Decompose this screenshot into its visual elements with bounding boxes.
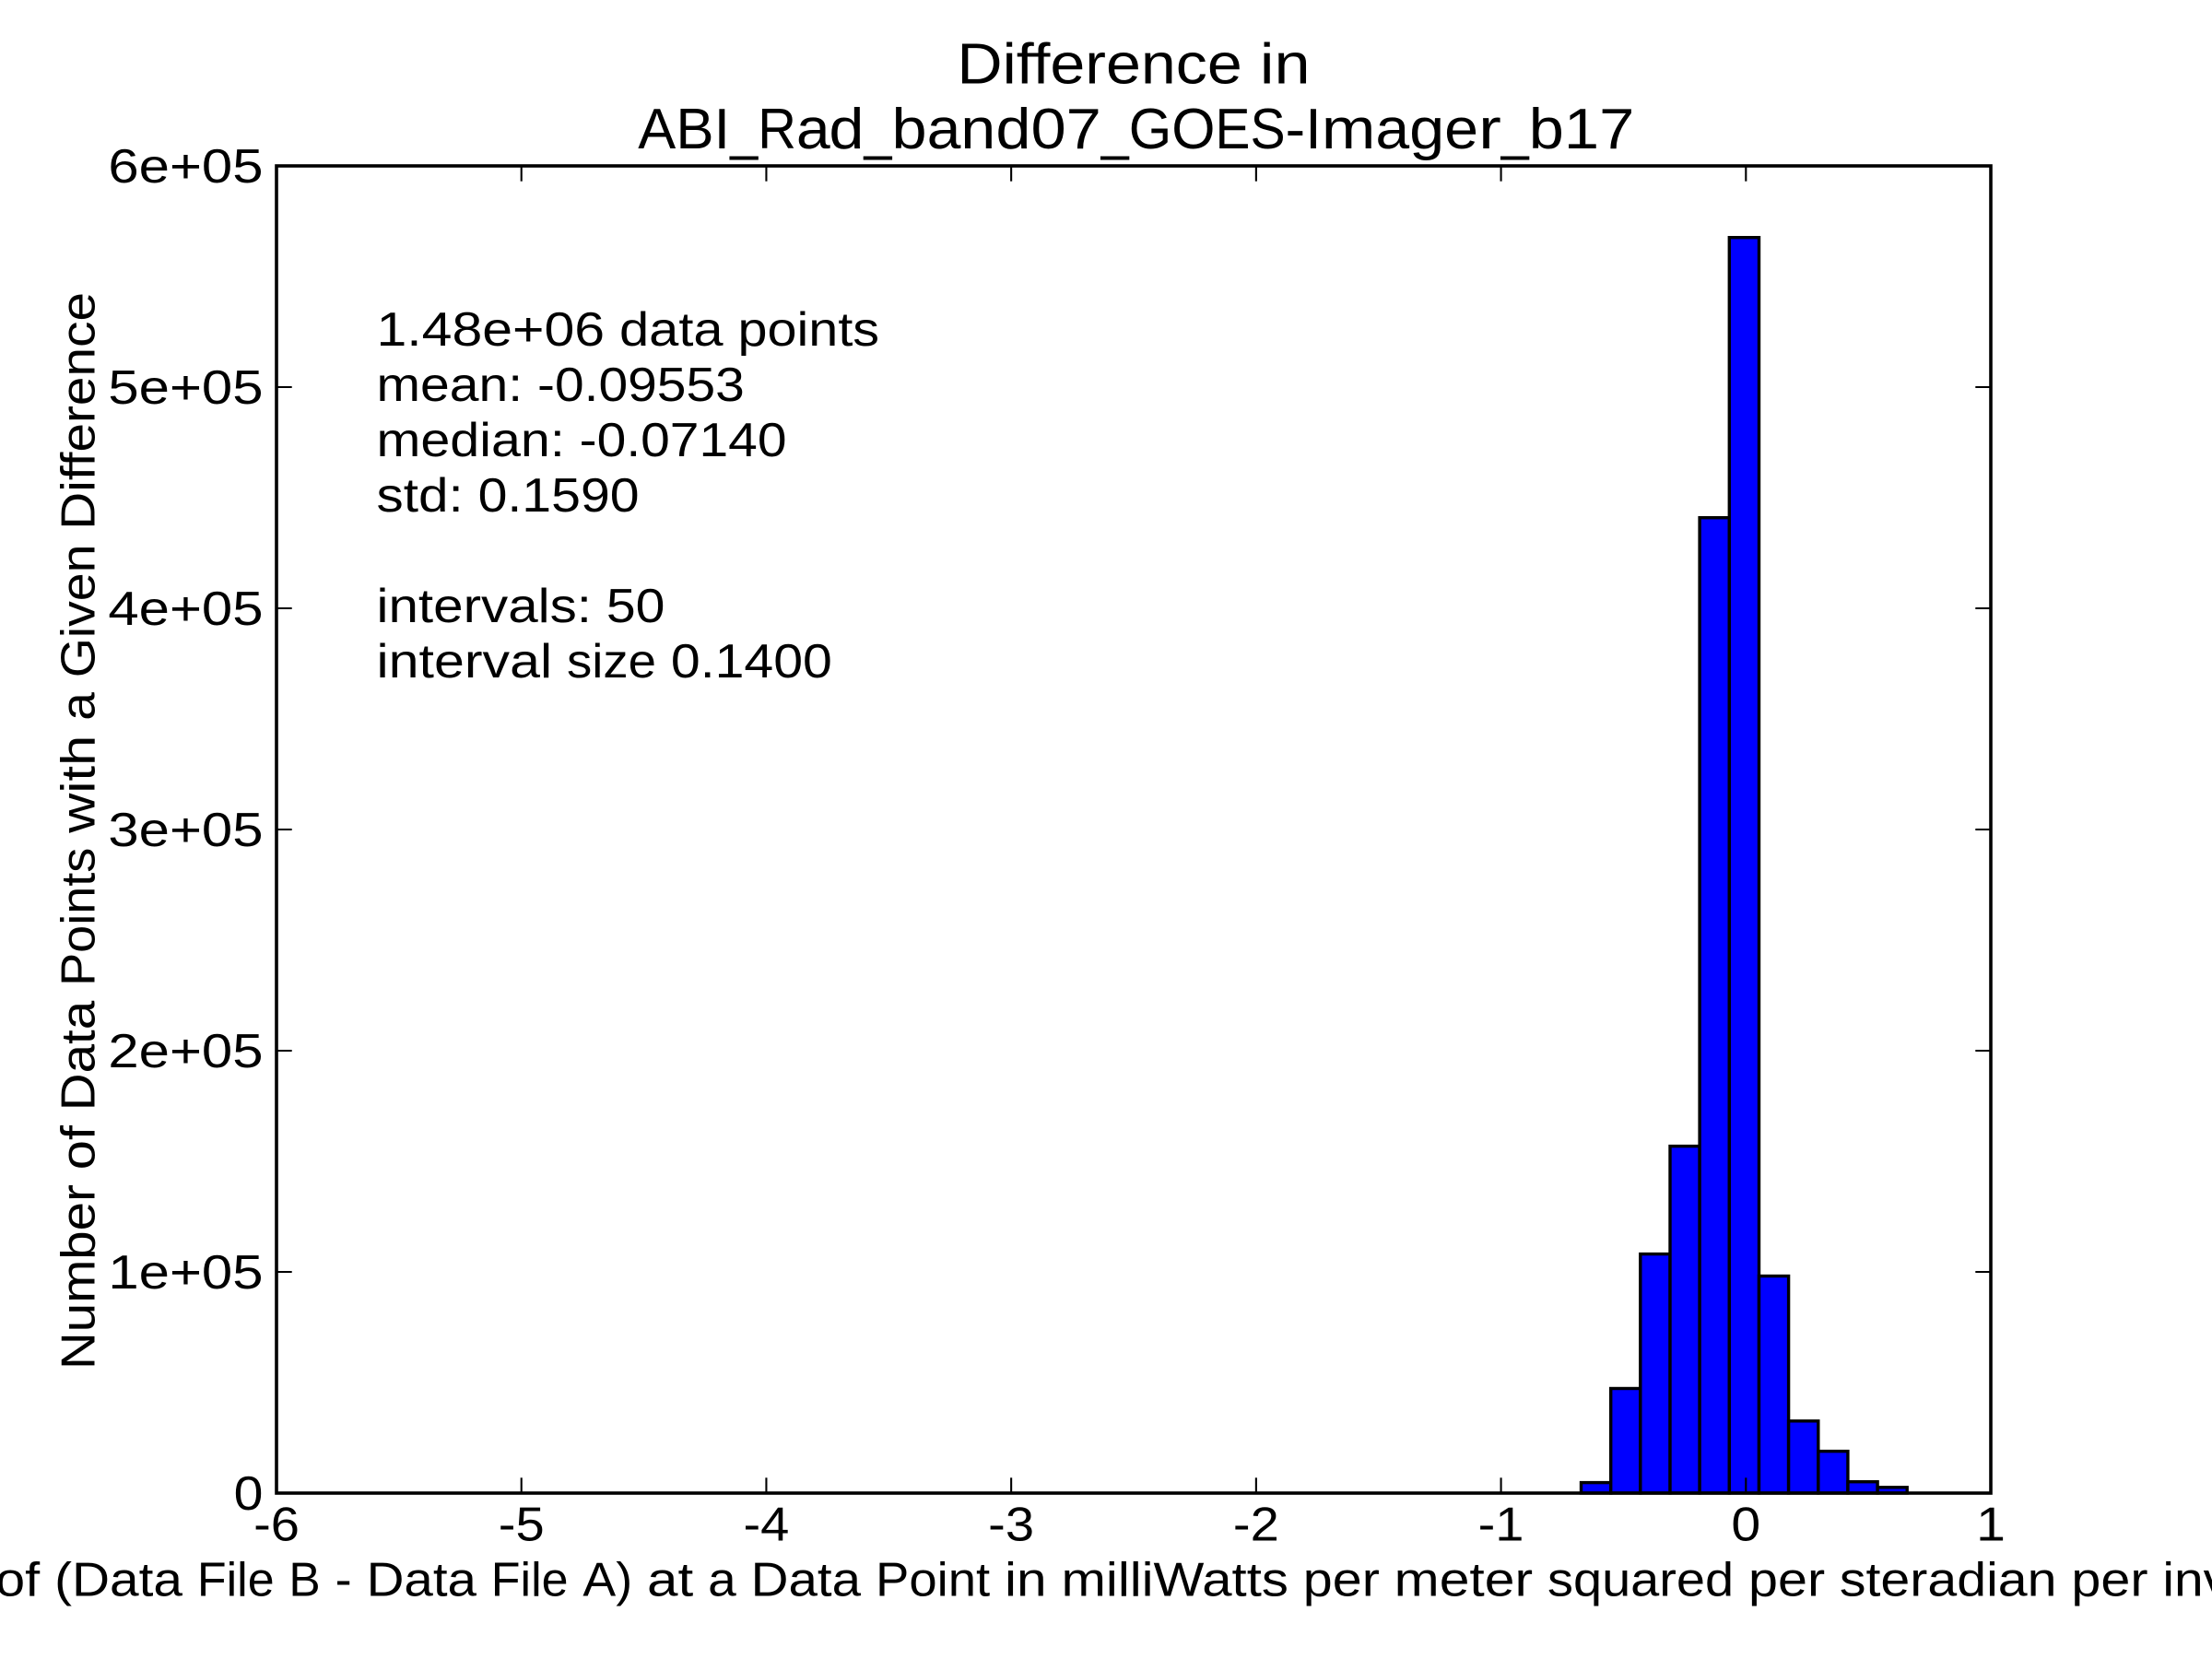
svg-text:squared: squared bbox=[1547, 1553, 1734, 1606]
svg-text:-4: -4 bbox=[744, 1498, 790, 1551]
svg-text:I: I bbox=[714, 97, 731, 161]
svg-text:(Data: (Data bbox=[54, 1553, 182, 1606]
svg-text:0: 0 bbox=[1031, 97, 1066, 161]
svg-text:0.1400: 0.1400 bbox=[671, 634, 832, 688]
svg-text:I: I bbox=[1305, 97, 1322, 161]
svg-text:1: 1 bbox=[1564, 97, 1599, 161]
svg-text:-0.09553: -0.09553 bbox=[537, 358, 745, 411]
svg-text:1e+05: 1e+05 bbox=[108, 1245, 263, 1299]
svg-text:in: in bbox=[1005, 1553, 1047, 1606]
svg-text:a: a bbox=[796, 97, 830, 161]
svg-text:A: A bbox=[638, 97, 676, 161]
svg-text:Given: Given bbox=[51, 545, 104, 678]
svg-text:-: - bbox=[1286, 97, 1306, 161]
svg-text:B: B bbox=[288, 1553, 320, 1606]
svg-text:g: g bbox=[1409, 97, 1444, 161]
svg-text:size: size bbox=[567, 634, 656, 688]
svg-text:r: r bbox=[1478, 97, 1501, 161]
svg-text:-3: -3 bbox=[988, 1498, 1034, 1551]
svg-text:milliWatts: milliWatts bbox=[1062, 1553, 1288, 1606]
svg-text:G: G bbox=[1129, 97, 1172, 161]
svg-text:d: d bbox=[995, 97, 1030, 161]
svg-text:b: b bbox=[1529, 97, 1564, 161]
svg-text:Point: Point bbox=[876, 1553, 990, 1606]
svg-text:meter: meter bbox=[1394, 1553, 1533, 1606]
svg-text:interval: interval bbox=[377, 634, 553, 688]
svg-text:a: a bbox=[708, 1553, 736, 1606]
svg-text:_: _ bbox=[1100, 97, 1130, 161]
svg-text:of: of bbox=[51, 1124, 104, 1170]
svg-text:-0.07140: -0.07140 bbox=[580, 413, 787, 466]
svg-text:3e+05: 3e+05 bbox=[108, 803, 263, 856]
svg-text:_: _ bbox=[1500, 97, 1530, 161]
svg-text:inverse: inverse bbox=[2162, 1553, 2212, 1606]
svg-text:_: _ bbox=[864, 97, 893, 161]
svg-text:per: per bbox=[2071, 1553, 2147, 1606]
svg-text:d: d bbox=[829, 97, 864, 161]
svg-text:at: at bbox=[647, 1553, 693, 1606]
svg-text:median:: median: bbox=[377, 413, 565, 466]
svg-text:mean:: mean: bbox=[377, 358, 524, 411]
svg-text:Data: Data bbox=[51, 1000, 104, 1111]
svg-text:1: 1 bbox=[1976, 1498, 2006, 1551]
svg-text:File: File bbox=[491, 1553, 569, 1606]
svg-text:_: _ bbox=[729, 97, 759, 161]
svg-text:std:: std: bbox=[377, 468, 464, 522]
svg-text:a: a bbox=[927, 97, 961, 161]
svg-text:-6: -6 bbox=[253, 1498, 300, 1551]
svg-text:A): A) bbox=[582, 1553, 632, 1606]
svg-text:5e+05: 5e+05 bbox=[108, 360, 263, 414]
svg-text:0.1590: 0.1590 bbox=[478, 468, 640, 522]
svg-text:per: per bbox=[1303, 1553, 1380, 1606]
svg-text:6e+05: 6e+05 bbox=[108, 139, 263, 193]
svg-text:a: a bbox=[1375, 97, 1409, 161]
svg-text:per: per bbox=[1748, 1553, 1825, 1606]
svg-text:0: 0 bbox=[1731, 1498, 1760, 1551]
svg-text:b: b bbox=[892, 97, 927, 161]
svg-text:O: O bbox=[1171, 97, 1215, 161]
svg-text:of: of bbox=[0, 1553, 41, 1606]
svg-text:a: a bbox=[51, 692, 104, 721]
svg-text:7: 7 bbox=[1599, 97, 1634, 161]
svg-text:e: e bbox=[1444, 97, 1478, 161]
svg-text:0: 0 bbox=[234, 1466, 264, 1520]
svg-text:7: 7 bbox=[1066, 97, 1101, 161]
svg-text:n: n bbox=[960, 97, 995, 161]
svg-text:with: with bbox=[51, 735, 104, 834]
svg-text:Data: Data bbox=[367, 1553, 477, 1606]
svg-text:Difference: Difference bbox=[957, 32, 1241, 97]
svg-text:-1: -1 bbox=[1478, 1498, 1524, 1551]
svg-text:-5: -5 bbox=[499, 1498, 545, 1551]
svg-text:m: m bbox=[1322, 97, 1376, 161]
svg-text:1.48e+06: 1.48e+06 bbox=[377, 302, 606, 356]
svg-text:intervals:: intervals: bbox=[377, 579, 593, 632]
svg-text:2e+05: 2e+05 bbox=[108, 1024, 263, 1077]
svg-text:B: B bbox=[676, 97, 713, 161]
svg-text:in: in bbox=[1260, 32, 1311, 97]
svg-text:File: File bbox=[197, 1553, 275, 1606]
svg-text:Data: Data bbox=[751, 1553, 862, 1606]
svg-text:-2: -2 bbox=[1233, 1498, 1279, 1551]
svg-text:steradian: steradian bbox=[1840, 1553, 2057, 1606]
svg-text:4e+05: 4e+05 bbox=[108, 582, 263, 635]
svg-text:Points: Points bbox=[51, 848, 104, 986]
svg-text:Difference: Difference bbox=[51, 292, 104, 530]
svg-text:data: data bbox=[619, 302, 724, 356]
svg-text:points: points bbox=[738, 302, 880, 356]
svg-text:R: R bbox=[758, 97, 796, 161]
svg-text:50: 50 bbox=[606, 579, 665, 632]
svg-text:-: - bbox=[335, 1553, 352, 1606]
svg-text:E: E bbox=[1216, 97, 1251, 161]
svg-text:Number: Number bbox=[51, 1184, 104, 1370]
svg-text:S: S bbox=[1251, 97, 1286, 161]
